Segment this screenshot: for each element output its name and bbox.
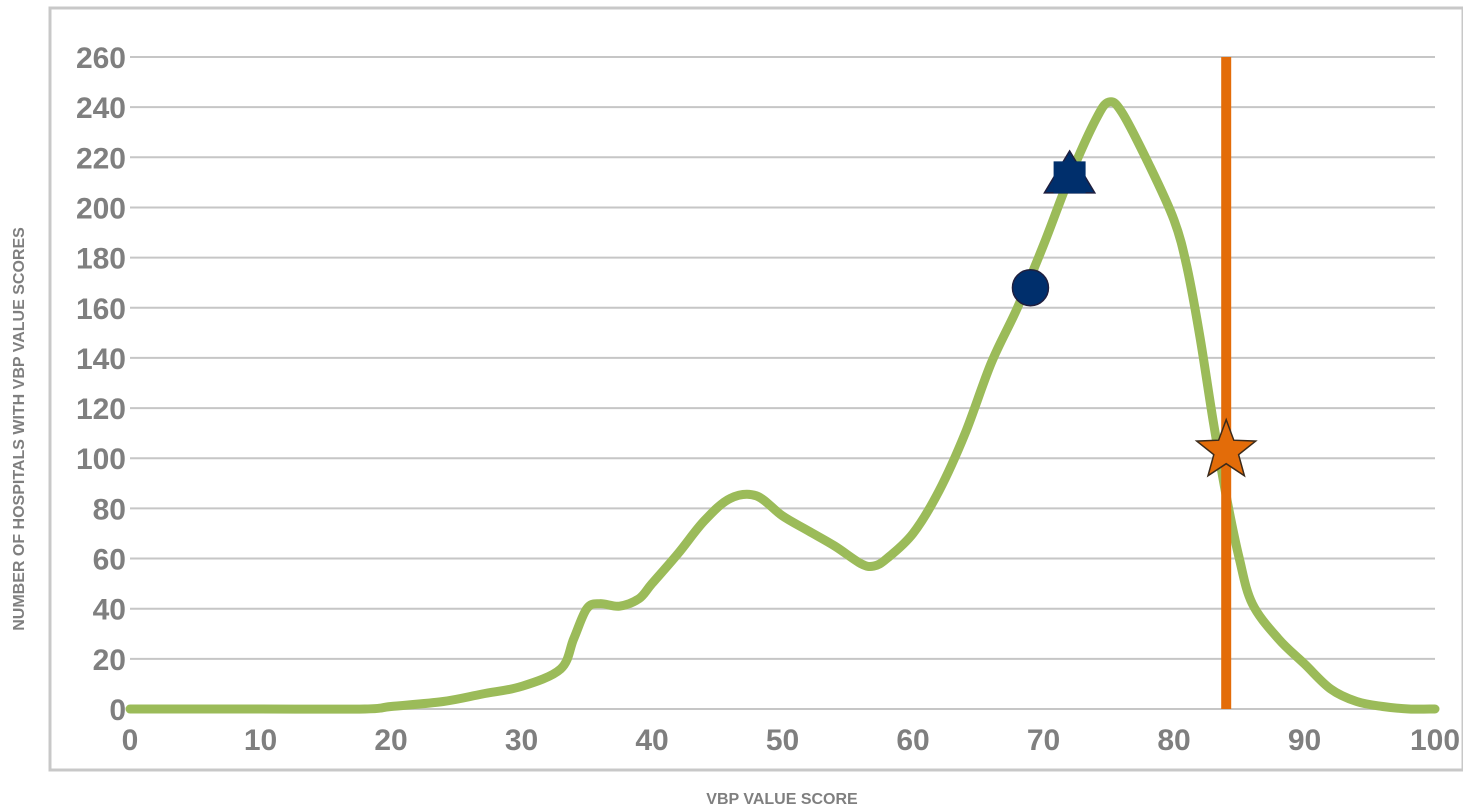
y-tick-label: 40	[93, 594, 126, 627]
y-tick-label: 120	[76, 393, 126, 426]
y-tick-label: 80	[93, 493, 126, 526]
x-tick-label: 100	[1410, 724, 1460, 757]
distribution-curve	[125, 97, 1440, 714]
star-marker	[1194, 417, 1258, 478]
x-tick-label: 0	[122, 724, 139, 757]
x-tick-label: 70	[1027, 724, 1060, 757]
gridlines	[130, 56, 1435, 710]
y-tick-label: 60	[93, 544, 126, 577]
x-tick-label: 30	[505, 724, 538, 757]
y-tick-label: 160	[76, 293, 126, 326]
y-axis-ticks: 0 20 40 60 80 100 120 140 160 180 200 220 240 260	[76, 42, 126, 727]
y-axis-title: NUMBER OF HOSPITALS WITH VBP VALUE SCORE…	[11, 227, 28, 631]
x-axis-title: VBP VALUE SCORE	[706, 791, 858, 808]
x-tick-label: 60	[896, 724, 929, 757]
y-tick-label: 260	[76, 42, 126, 75]
square-marker	[1053, 161, 1086, 194]
x-tick-label: 20	[374, 724, 407, 757]
y-tick-label: 200	[76, 192, 126, 225]
series-group	[125, 57, 1440, 714]
x-tick-label: 10	[244, 724, 277, 757]
y-tick-label: 220	[76, 142, 126, 175]
x-tick-label: 40	[635, 724, 668, 757]
circle-marker	[1011, 268, 1050, 307]
y-tick-label: 0	[109, 694, 126, 727]
x-axis-ticks: 0 10 20 30 40 50 60 70 80 90 100	[122, 724, 1460, 757]
y-tick-label: 180	[76, 243, 126, 276]
markers-group	[1011, 149, 1258, 478]
y-tick-label: 240	[76, 92, 126, 125]
y-tick-label: 140	[76, 343, 126, 376]
x-tick-label: 90	[1288, 724, 1321, 757]
x-tick-label: 80	[1157, 724, 1190, 757]
y-tick-label: 100	[76, 443, 126, 476]
chart-frame	[48, 6, 1463, 772]
x-tick-label: 50	[766, 724, 799, 757]
y-tick-label: 20	[93, 644, 126, 677]
